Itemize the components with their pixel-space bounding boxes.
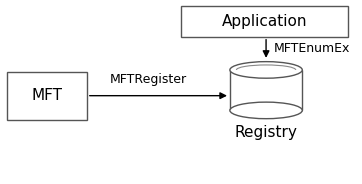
Ellipse shape bbox=[230, 62, 302, 78]
Bar bbox=[230, 70, 302, 110]
Ellipse shape bbox=[230, 102, 302, 119]
Text: MFT: MFT bbox=[31, 88, 63, 103]
Text: MFTRegister: MFTRegister bbox=[110, 72, 187, 86]
Bar bbox=[7, 72, 87, 120]
Text: Registry: Registry bbox=[235, 125, 298, 140]
Bar bbox=[181, 6, 348, 37]
Text: Application: Application bbox=[222, 14, 307, 29]
Text: MFTEnumEx: MFTEnumEx bbox=[273, 42, 350, 55]
